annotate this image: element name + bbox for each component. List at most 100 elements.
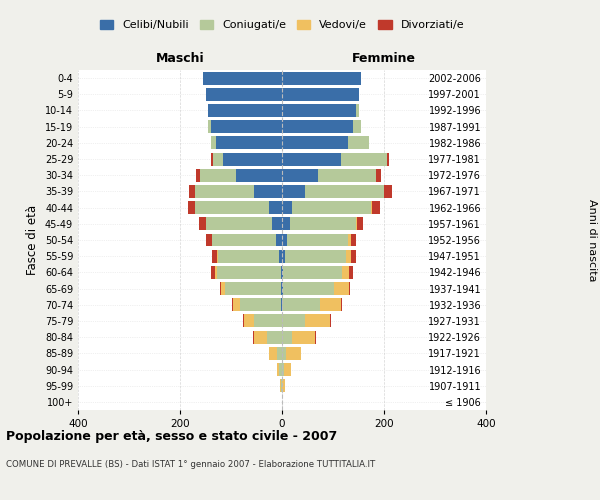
Bar (277, 347, 282, 360)
Bar (371, 201, 372, 214)
Bar (223, 152, 282, 166)
Bar (282, 120, 353, 133)
Text: Maschi: Maschi (155, 52, 205, 65)
Bar (240, 298, 281, 311)
Bar (211, 152, 213, 166)
Bar (196, 169, 200, 181)
Bar (281, 379, 282, 392)
Bar (212, 234, 276, 246)
Bar (384, 185, 392, 198)
Bar (233, 298, 240, 311)
Bar (282, 104, 356, 117)
Bar (372, 201, 380, 214)
Legend: Celibi/Nubili, Coniugati/e, Vedovi/e, Divorziati/e: Celibi/Nubili, Coniugati/e, Vedovi/e, Di… (95, 16, 469, 35)
Bar (211, 136, 216, 149)
Bar (284, 363, 291, 376)
Bar (320, 298, 341, 311)
Bar (305, 185, 384, 198)
Bar (282, 234, 287, 246)
Bar (386, 152, 389, 166)
Text: COMUNE DI PREVALLE (BS) - Dati ISTAT 1° gennaio 2007 - Elaborazione TUTTITALIA.I: COMUNE DI PREVALLE (BS) - Dati ISTAT 1° … (6, 460, 375, 469)
Bar (213, 152, 223, 166)
Bar (269, 347, 277, 360)
Bar (243, 314, 244, 328)
Bar (281, 282, 282, 295)
Bar (205, 218, 272, 230)
Bar (253, 330, 254, 344)
Bar (292, 201, 371, 214)
Bar (283, 282, 334, 295)
Bar (244, 314, 254, 328)
Bar (280, 363, 282, 376)
Bar (353, 120, 361, 133)
Bar (211, 120, 282, 133)
Bar (357, 218, 363, 230)
Bar (215, 266, 217, 279)
Bar (282, 136, 348, 149)
Bar (196, 201, 269, 214)
Bar (208, 104, 282, 117)
Bar (216, 136, 282, 149)
Text: Femmine: Femmine (352, 52, 416, 65)
Bar (203, 72, 282, 85)
Text: Anni di nascita: Anni di nascita (587, 198, 597, 281)
Bar (286, 347, 301, 360)
Bar (282, 282, 283, 295)
Bar (225, 282, 281, 295)
Bar (221, 282, 225, 295)
Bar (282, 72, 361, 85)
Bar (292, 330, 315, 344)
Bar (282, 88, 359, 101)
Bar (351, 250, 356, 262)
Bar (281, 298, 282, 311)
Bar (341, 266, 349, 279)
Bar (254, 185, 282, 198)
Bar (376, 169, 382, 181)
Bar (282, 298, 320, 311)
Bar (199, 218, 205, 230)
Bar (196, 185, 254, 198)
Bar (282, 347, 286, 360)
Bar (220, 282, 221, 295)
Bar (305, 314, 331, 328)
Bar (282, 201, 292, 214)
Bar (281, 266, 282, 279)
Bar (282, 152, 341, 166)
Bar (217, 266, 281, 279)
Text: Popolazione per età, sesso e stato civile - 2007: Popolazione per età, sesso e stato civil… (6, 430, 337, 443)
Bar (282, 314, 305, 328)
Bar (315, 330, 316, 344)
Bar (341, 152, 386, 166)
Bar (282, 330, 292, 344)
Bar (282, 185, 305, 198)
Bar (276, 234, 282, 246)
Y-axis label: Fasce di età: Fasce di età (26, 205, 39, 275)
Bar (282, 379, 284, 392)
Bar (266, 330, 282, 344)
Bar (290, 218, 356, 230)
Bar (217, 250, 218, 262)
Bar (218, 250, 280, 262)
Bar (282, 266, 283, 279)
Bar (318, 169, 376, 181)
Bar (348, 234, 351, 246)
Bar (272, 218, 282, 230)
Bar (277, 363, 280, 376)
Bar (356, 104, 359, 117)
Bar (282, 363, 284, 376)
Bar (287, 234, 349, 246)
Bar (254, 314, 282, 328)
Bar (346, 250, 351, 262)
Bar (349, 282, 350, 295)
Bar (236, 169, 282, 181)
Bar (280, 379, 281, 392)
Bar (211, 266, 215, 279)
Bar (282, 169, 318, 181)
Bar (212, 250, 217, 262)
Bar (189, 185, 196, 198)
Bar (284, 250, 346, 262)
Bar (206, 234, 212, 246)
Bar (351, 234, 356, 246)
Bar (254, 330, 266, 344)
Bar (349, 266, 353, 279)
